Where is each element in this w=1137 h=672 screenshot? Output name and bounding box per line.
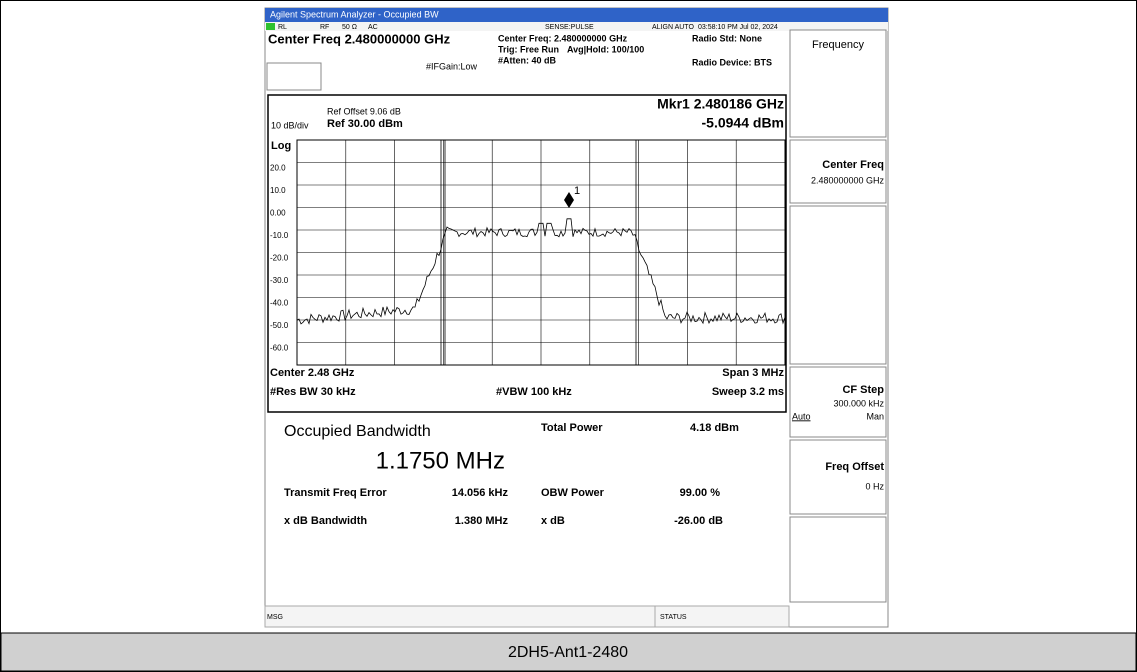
span: Span 3 MHz [722, 367, 784, 379]
y-label: -40.0 [270, 299, 289, 308]
result-value: 4.18 dBm [690, 422, 739, 434]
marker [564, 192, 574, 208]
softkey-label: Freq Offset [825, 461, 884, 473]
res-bw: #Res BW 30 kHz [270, 386, 356, 398]
status-text: AC [368, 24, 378, 31]
marker-level: -5.0944 dBm [702, 115, 784, 131]
status-row [265, 22, 888, 31]
result-label: Transmit Freq Error [284, 487, 387, 499]
header-text: #Atten: 40 dB [498, 55, 557, 65]
softkey[interactable] [789, 366, 887, 438]
softkey[interactable] [789, 139, 887, 204]
result-value: 1.1750 MHz [376, 447, 505, 474]
status: STATUS [660, 614, 687, 621]
softkey-label: Frequency [812, 39, 864, 51]
result-label: x dB Bandwidth [284, 515, 367, 527]
softkey-option: Auto [792, 411, 811, 421]
header-text: Radio Std: None [692, 33, 762, 43]
result-label: x dB [541, 515, 565, 527]
y-label: 10.0 [270, 186, 286, 195]
title-bar [265, 8, 888, 22]
y-label: -50.0 [270, 321, 289, 330]
y-label: -20.0 [270, 254, 289, 263]
screenshot: Agilent Spectrum Analyzer - Occupied BW … [264, 7, 889, 628]
marker-freq: Mkr1 2.480186 GHz [657, 96, 784, 112]
center: Center 2.48 GHz [270, 367, 355, 379]
softkey[interactable] [789, 516, 887, 603]
result-label: Total Power [541, 422, 603, 434]
result-value: 99.00 % [680, 487, 721, 499]
y-label: 20.0 [270, 164, 286, 173]
title-text: Agilent Spectrum Analyzer - Occupied BW [270, 9, 439, 19]
result-value: 14.056 kHz [452, 487, 509, 499]
softkey-option: Man [866, 411, 884, 421]
header-text: Center Freq: 2.480000000 GHz [498, 33, 628, 43]
log: Log [271, 140, 291, 152]
caption: 2DH5-Ant1-2480 [508, 644, 628, 661]
result-label: Occupied Bandwidth [284, 423, 431, 440]
header-text: Radio Device: BTS [692, 57, 772, 67]
plot-frame [267, 94, 787, 413]
softkey-value: 2.480000000 GHz [811, 175, 885, 185]
softkeys: Frequency Center Freq 2.480000000 GHz CF… [789, 29, 887, 603]
result-value: -26.00 dB [674, 515, 723, 527]
y-label: -30.0 [270, 276, 289, 285]
input-box [266, 62, 322, 91]
header-text: Avg|Hold: 100/100 [567, 44, 644, 54]
ref-level: Ref 30.00 dBm [327, 118, 403, 130]
ref-offset: Ref Offset 9.06 dB [327, 106, 401, 116]
status-text: 50 Ω [342, 24, 357, 31]
message-bar [264, 605, 790, 628]
center-freq: Center Freq 2.480000000 GHz [268, 31, 451, 46]
y-label: 0.00 [270, 209, 286, 218]
status-text: 03:58:10 PM Jul 02, 2024 [698, 24, 778, 31]
status-text: ALIGN AUTO [652, 24, 694, 31]
header-text: #IFGain:Low [426, 61, 478, 71]
status-text: SENSE:PULSE [545, 24, 594, 31]
scale: 10 dB/div [271, 120, 309, 130]
result-value: 1.380 MHz [455, 515, 509, 527]
result-label: OBW Power [541, 487, 605, 499]
softkey[interactable] [789, 205, 887, 365]
softkey-value: 0 Hz [865, 481, 884, 491]
status-text: RL [278, 24, 287, 31]
status-text: RF [320, 24, 329, 31]
softkey-label: Center Freq [822, 159, 884, 171]
y-label: -10.0 [270, 231, 289, 240]
softkey-value: 300.000 kHz [833, 398, 884, 408]
sweep: Sweep 3.2 ms [712, 386, 784, 398]
y-label: -60.0 [270, 344, 289, 353]
softkey[interactable] [789, 29, 887, 138]
softkey[interactable] [789, 439, 887, 515]
msg: MSG [267, 614, 283, 621]
trace [296, 218, 786, 325]
softkey-label: CF Step [842, 384, 884, 396]
indicator [266, 23, 275, 30]
marker-label: 1 [574, 185, 580, 197]
caption-row [0, 632, 1137, 672]
vbw: #VBW 100 kHz [496, 386, 572, 398]
header-text: Trig: Free Run [498, 44, 559, 54]
grid: 20.0 10.0 0.00 -10.0 -20.0 -30.0 -40.0 -50.0 -60… [270, 139, 786, 366]
